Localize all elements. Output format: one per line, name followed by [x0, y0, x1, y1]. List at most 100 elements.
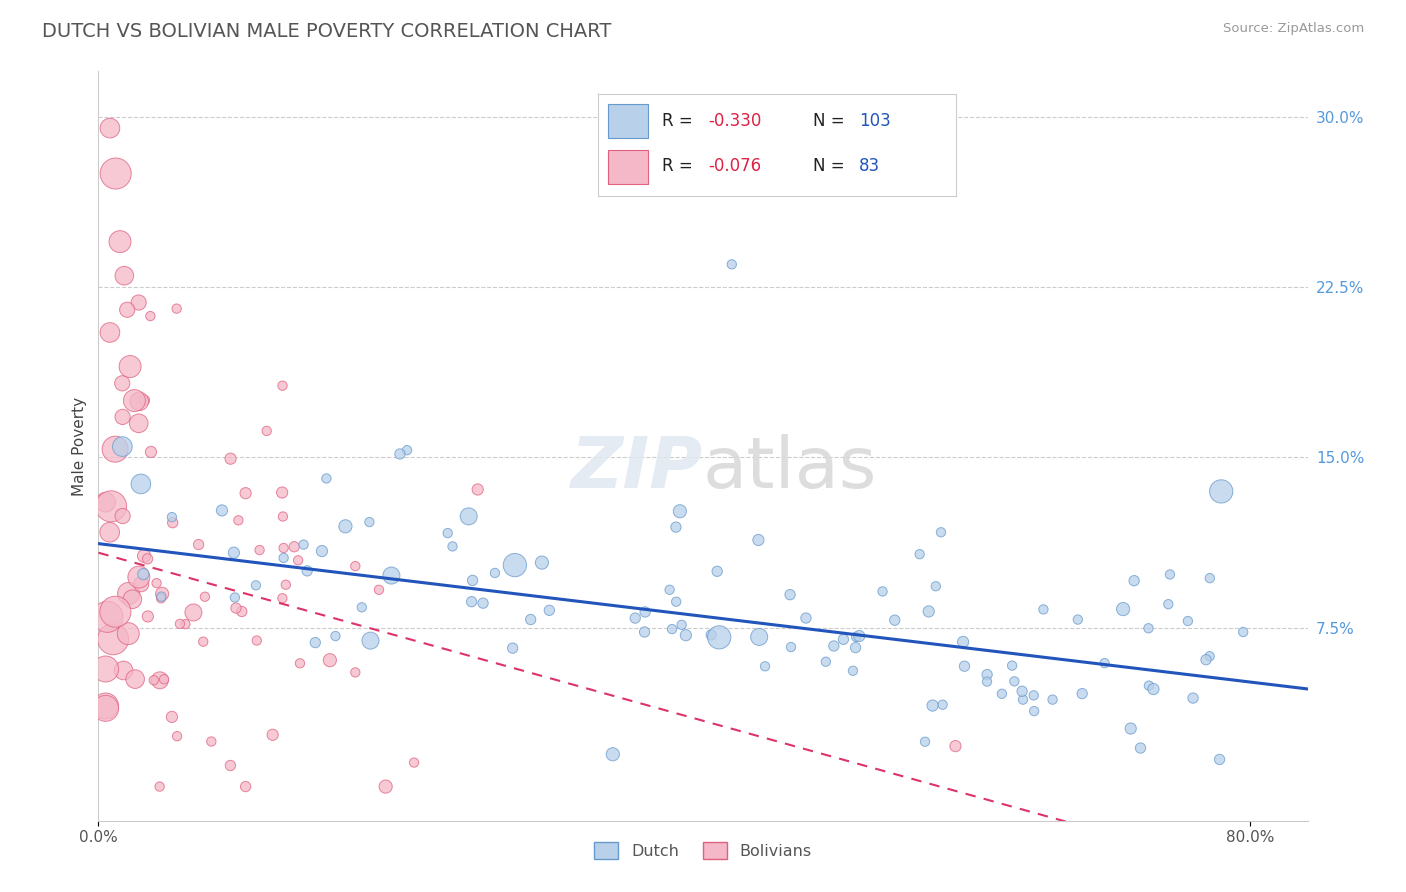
Point	[1198, 649, 1220, 664]
Point	[814, 655, 837, 669]
Point	[160, 510, 183, 524]
Point	[671, 617, 693, 632]
Point	[117, 586, 139, 600]
Point	[359, 633, 381, 648]
Point	[256, 424, 278, 438]
Text: -0.076: -0.076	[709, 157, 762, 175]
Point	[166, 301, 188, 316]
Point	[274, 578, 297, 592]
Point	[112, 268, 135, 283]
Point	[848, 629, 870, 643]
Point	[1177, 614, 1199, 628]
Point	[169, 616, 191, 631]
Point	[709, 631, 731, 645]
Point	[945, 739, 967, 753]
Point	[467, 483, 489, 497]
Point	[325, 629, 347, 643]
Point	[245, 578, 267, 592]
Point	[1011, 684, 1033, 698]
Point	[1195, 653, 1218, 667]
Point	[976, 674, 998, 689]
Text: R =: R =	[662, 112, 699, 130]
Point	[931, 698, 953, 712]
Point	[1119, 722, 1142, 736]
Point	[665, 595, 688, 609]
Point	[538, 603, 561, 617]
Point	[149, 673, 172, 688]
Point	[1094, 656, 1116, 670]
Point	[271, 485, 294, 500]
Point	[335, 519, 357, 533]
Point	[134, 393, 156, 408]
Text: N =: N =	[813, 112, 849, 130]
Point	[150, 590, 173, 604]
Point	[472, 596, 495, 610]
Point	[94, 698, 117, 713]
Point	[502, 641, 524, 656]
Point	[136, 552, 159, 566]
Point	[108, 235, 131, 249]
Point	[929, 525, 952, 540]
Point	[111, 509, 134, 524]
Point	[842, 664, 865, 678]
Point	[1182, 691, 1205, 706]
Point	[104, 605, 127, 619]
Point	[1137, 621, 1160, 635]
Point	[222, 546, 245, 560]
Point	[120, 359, 142, 374]
Point	[665, 520, 688, 534]
Point	[139, 445, 162, 459]
Point	[441, 540, 464, 554]
Point	[288, 657, 311, 671]
Point	[115, 302, 138, 317]
Point	[530, 556, 553, 570]
Point	[174, 617, 197, 632]
Point	[344, 665, 367, 680]
Point	[273, 541, 295, 555]
Point	[1022, 689, 1045, 703]
Point	[661, 622, 683, 636]
Point	[747, 533, 769, 547]
Point	[1112, 602, 1135, 616]
Point	[918, 604, 941, 618]
Point	[344, 559, 367, 574]
Point	[952, 635, 974, 649]
Point	[142, 673, 165, 688]
Point	[402, 756, 425, 770]
Point	[128, 394, 150, 409]
Text: atlas: atlas	[703, 434, 877, 503]
Point	[211, 503, 233, 517]
Point	[519, 613, 541, 627]
Point	[706, 564, 728, 578]
Point	[98, 121, 121, 136]
Point	[150, 587, 173, 601]
Point	[117, 626, 139, 640]
Point	[225, 601, 247, 615]
Text: R =: R =	[662, 157, 699, 175]
Point	[914, 735, 936, 749]
Point	[350, 600, 373, 615]
Point	[129, 577, 152, 591]
Point	[271, 378, 294, 392]
Point	[675, 628, 697, 642]
Point	[380, 568, 402, 582]
Point	[1142, 681, 1164, 696]
Point	[128, 417, 150, 431]
Point	[200, 734, 222, 748]
Point	[304, 635, 326, 649]
Point	[235, 486, 257, 500]
Point	[1123, 574, 1146, 588]
Point	[883, 613, 905, 627]
Text: ZIP: ZIP	[571, 434, 703, 503]
Point	[925, 579, 948, 593]
Point	[219, 451, 242, 466]
Point	[295, 564, 318, 578]
Point	[149, 780, 172, 794]
Point	[124, 393, 146, 408]
Point	[832, 632, 855, 647]
Point	[624, 611, 647, 625]
Point	[720, 257, 742, 271]
Point	[602, 747, 624, 762]
Point	[231, 605, 253, 619]
Point	[153, 672, 176, 686]
